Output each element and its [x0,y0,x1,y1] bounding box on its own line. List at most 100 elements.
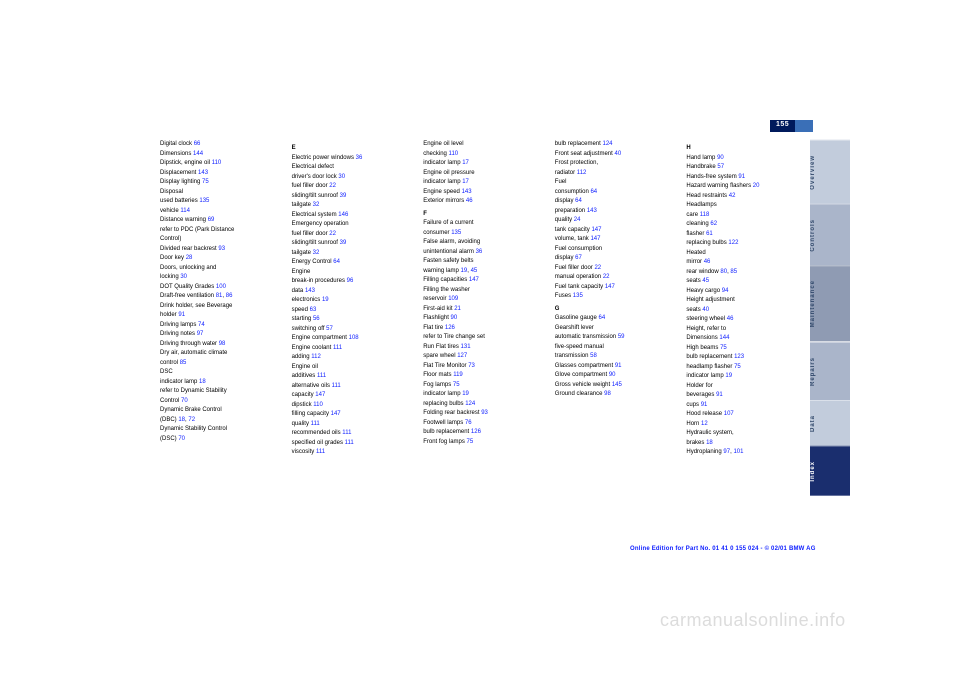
index-entry: rear window 80, 85 [686,268,800,277]
index-entry: refer to Dynamic Stability [160,387,274,396]
index-entry: False alarm, avoiding [423,238,537,247]
index-entry: Driving through water 98 [160,340,274,349]
index-entry: Fasten safety belts [423,257,537,266]
index-entry: consumption 64 [555,188,669,197]
index-entry: display 64 [555,197,669,206]
index-entry: headlamp flasher 75 [686,363,800,372]
index-entry: vehicle 114 [160,207,274,216]
index-entry: beverages 91 [686,391,800,400]
index-entry: mirror 46 [686,258,800,267]
index-entry: volume, tank 147 [555,235,669,244]
index-entry: Horn 12 [686,420,800,429]
index-entry: sliding/tilt sunroof 39 [292,192,406,201]
index-entry: Holder for [686,382,800,391]
index-entry: (DSC) 70 [160,435,274,444]
index-entry: Engine oil [292,363,406,372]
index-entry: Gasoline gauge 64 [555,314,669,323]
index-entry: Disposal [160,188,274,197]
index-column: EElectric power windows 36Electrical def… [292,140,406,500]
index-entry: Divided rear backrest 93 [160,245,274,254]
index-entry: refer to Tire change set [423,333,537,342]
index-entry: High beams 75 [686,344,800,353]
index-entry: Hydroplaning 97, 101 [686,448,800,457]
index-entry: Run Flat tires 131 [423,343,537,352]
index-entry: Hand lamp 90 [686,154,800,163]
index-entry: Floor mats 119 [423,371,537,380]
index-entry: Electrical defect [292,163,406,172]
index-entry: automatic transmission 59 [555,333,669,342]
index-entry: Electric power windows 36 [292,154,406,163]
index-entry: Flat Tire Monitor 73 [423,362,537,371]
index-column: Engine oil levelchecking 110indicator la… [423,140,537,500]
index-entry: driver's door lock 30 [292,173,406,182]
index-entry: Ground clearance 98 [555,390,669,399]
tab-overview[interactable]: Overview [810,140,850,204]
index-entry: quality 24 [555,216,669,225]
index-entry: Dry air, automatic climate [160,349,274,358]
index-entry: Electrical system 146 [292,211,406,220]
index-entry: Head restraints 42 [686,192,800,201]
index-entry: Gearshift lever [555,324,669,333]
index-entry: speed 63 [292,306,406,315]
index-entry: Height, refer to [686,325,800,334]
index-entry: bulb replacement 124 [555,140,669,149]
index-entry: seats 45 [686,277,800,286]
index-entry: data 143 [292,287,406,296]
tab-index[interactable]: Index [810,446,850,496]
index-entry: bulb replacement 123 [686,353,800,362]
index-entry: replacing bulbs 124 [423,400,537,409]
index-section-letter: G [555,305,669,314]
index-entry: care 118 [686,211,800,220]
index-entry: seats 40 [686,306,800,315]
index-entry: fuel filler door 22 [292,182,406,191]
tab-data[interactable]: Data [810,400,850,446]
index-entry: Fuel filler door 22 [555,264,669,273]
index-entry: Engine speed 143 [423,188,537,197]
index-entry: Control) [160,235,274,244]
index-section-letter: E [292,144,406,153]
index-entry: Driving notes 97 [160,330,274,339]
index-entry: holder 91 [160,311,274,320]
index-entry: indicator lamp 19 [686,372,800,381]
index-entry: additives 111 [292,372,406,381]
index-entry: Engine oil pressure [423,169,537,178]
index-column: HHand lamp 90Handbrake 57Hands-free syst… [686,140,800,500]
tab-controls[interactable]: Controls [810,204,850,266]
index-entry: spare wheel 127 [423,352,537,361]
index-entry: refer to PDC (Park Distance [160,226,274,235]
index-entry: DOT Quality Grades 100 [160,283,274,292]
index-entry: Footwell lamps 76 [423,419,537,428]
index-entry: indicator lamp 18 [160,378,274,387]
index-entry: radiator 112 [555,169,669,178]
tab-maintenance[interactable]: Maintenance [810,265,850,341]
index-entry: Filling the washer [423,286,537,295]
index-entry: locking 30 [160,273,274,282]
index-entry: Front seat adjustment 40 [555,150,669,159]
index-entry: Engine compartment 108 [292,334,406,343]
index-section-letter: F [423,210,537,219]
index-entry: Driving lamps 74 [160,321,274,330]
index-entry: Headlamps [686,201,800,210]
index-entry: Height adjustment [686,296,800,305]
index-entry: Fuses 135 [555,292,669,301]
index-entry: Dipstick, engine oil 110 [160,159,274,168]
index-entry: cups 91 [686,401,800,410]
index-entry: alternative oils 111 [292,382,406,391]
index-entry: steering wheel 46 [686,315,800,324]
index-entry: Distance warning 69 [160,216,274,225]
index-entry: used batteries 135 [160,197,274,206]
tab-repairs[interactable]: Repairs [810,342,850,400]
index-entry: transmission 58 [555,352,669,361]
index-entry: fuel filler door 22 [292,230,406,239]
index-entry: filling capacity 147 [292,410,406,419]
index-entry: sliding/tilt sunroof 39 [292,239,406,248]
index-entry: Draft-free ventilation 81, 86 [160,292,274,301]
index-column: bulb replacement 124Front seat adjustmen… [555,140,669,500]
index-entry: manual operation 22 [555,273,669,282]
index-entry: recommended oils 111 [292,429,406,438]
index-entry: bulb replacement 126 [423,428,537,437]
index-entry: reservoir 109 [423,295,537,304]
index-entry: First-aid kit 21 [423,305,537,314]
index-entry: Folding rear backrest 93 [423,409,537,418]
index-columns: Digital clock 66Dimensions 144Dipstick, … [160,140,800,500]
